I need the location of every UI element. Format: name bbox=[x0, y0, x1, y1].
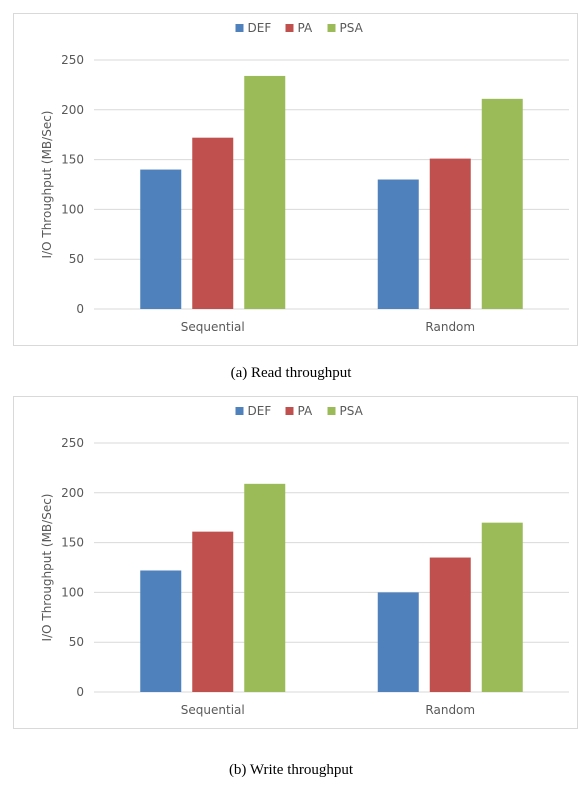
legend-swatch-def bbox=[235, 24, 244, 32]
y-tick-label: 50 bbox=[69, 252, 84, 266]
legend-label-psa: PSA bbox=[340, 404, 364, 418]
bar-def-sequential bbox=[140, 169, 182, 309]
y-tick-label: 100 bbox=[61, 585, 84, 599]
bar-def-sequential bbox=[140, 570, 182, 692]
bar-pa-random bbox=[429, 557, 471, 692]
y-tick-label: 0 bbox=[76, 685, 84, 699]
y-tick-label: 200 bbox=[61, 486, 84, 500]
bar-psa-random bbox=[481, 98, 523, 310]
caption-write-throughput: (b) Write throughput bbox=[228, 762, 354, 778]
chart-b-svg: 0 50 100 150 200 250 I/O Throughput (MB/Sec) Se… bbox=[40, 404, 569, 717]
bar-def-random bbox=[377, 592, 419, 692]
legend-label-def: DEF bbox=[248, 404, 272, 418]
bar-psa-sequential bbox=[244, 75, 286, 309]
legend-swatch-pa bbox=[285, 24, 294, 32]
x-tick-label: Random bbox=[425, 320, 475, 334]
x-tick-label: Random bbox=[425, 703, 475, 717]
caption-read-throughput: (a) Read throughput bbox=[230, 365, 352, 381]
bar-psa-random bbox=[481, 522, 523, 692]
y-tick-label: 200 bbox=[61, 103, 84, 117]
bar-psa-sequential bbox=[244, 483, 286, 692]
legend-swatch-pa bbox=[285, 407, 294, 415]
legend-swatch-psa bbox=[327, 24, 336, 32]
legend-label-pa: PA bbox=[298, 404, 313, 418]
x-tick-label: Sequential bbox=[181, 320, 245, 334]
y-tick-label: 100 bbox=[61, 202, 84, 216]
y-tick-label: 150 bbox=[61, 536, 84, 550]
y-tick-label: 150 bbox=[61, 153, 84, 167]
y-axis-label: I/O Throughput (MB/Sec) bbox=[40, 111, 54, 259]
legend-swatch-def bbox=[235, 407, 244, 415]
x-tick-label: Sequential bbox=[181, 703, 245, 717]
y-tick-label: 50 bbox=[69, 635, 84, 649]
write-throughput-chart: 0 50 100 150 200 250 I/O Throughput (MB/Sec) Se… bbox=[13, 396, 578, 729]
legend-label-def: DEF bbox=[248, 21, 272, 35]
y-tick-label: 250 bbox=[61, 436, 84, 450]
y-axis-label: I/O Throughput (MB/Sec) bbox=[40, 494, 54, 642]
bar-def-random bbox=[377, 179, 419, 309]
read-throughput-chart: 0 50 100 150 200 250 I/O Throughput (MB/Sec) Se… bbox=[13, 13, 578, 346]
bar-pa-sequential bbox=[192, 531, 234, 692]
y-tick-label: 250 bbox=[61, 53, 84, 67]
legend-label-psa: PSA bbox=[340, 21, 364, 35]
legend-label-pa: PA bbox=[298, 21, 313, 35]
bar-pa-random bbox=[429, 158, 471, 309]
bar-pa-sequential bbox=[192, 137, 234, 309]
chart-a-svg: 0 50 100 150 200 250 I/O Throughput (MB/Sec) Se… bbox=[40, 21, 569, 334]
y-tick-label: 0 bbox=[76, 302, 84, 316]
legend-swatch-psa bbox=[327, 407, 336, 415]
